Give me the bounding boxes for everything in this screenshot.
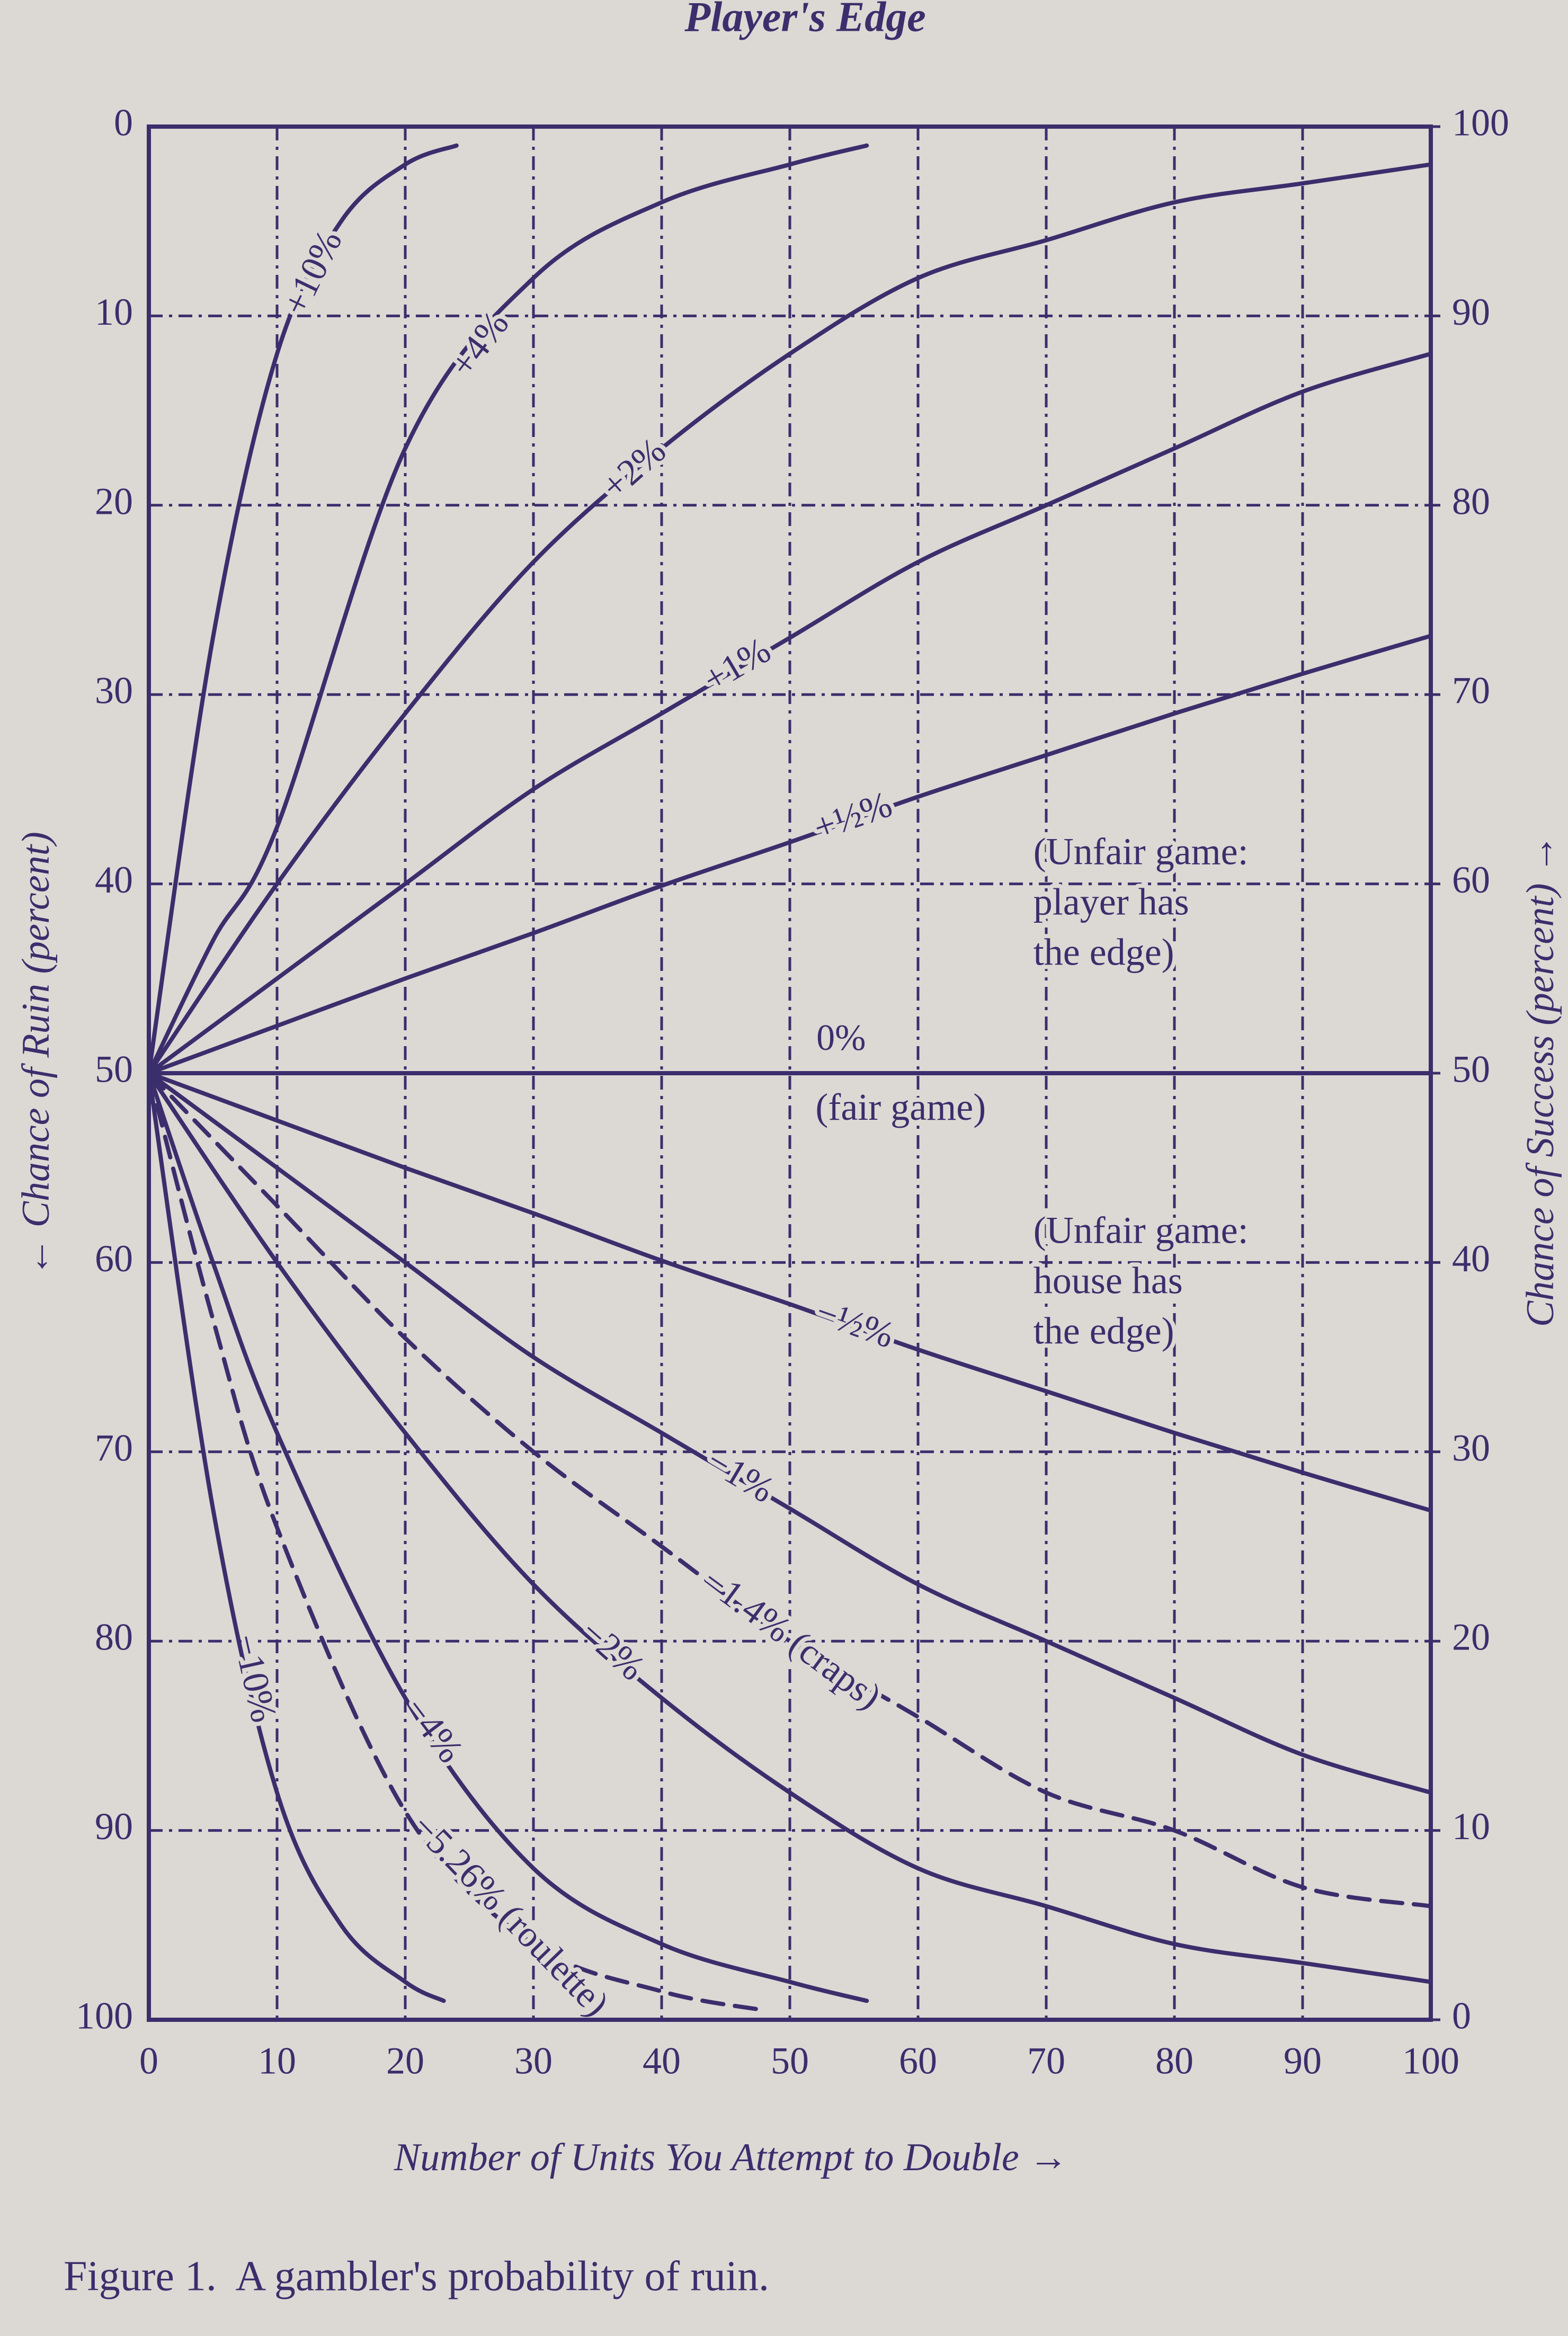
x-tick-label: 60 (899, 2040, 937, 2082)
curves (147, 143, 1433, 2013)
curve-label: +10% (275, 224, 350, 322)
curve (147, 1071, 1433, 1795)
annotation: house has (1034, 1259, 1183, 1301)
grid (147, 125, 1432, 2021)
y-tick-label: 30 (95, 670, 133, 712)
curve-label: −5.26% (roulette) (404, 1806, 617, 2025)
y-tick-label: 90 (95, 1805, 133, 1848)
x-tick-label: 10 (258, 2040, 296, 2082)
curve (147, 1071, 869, 2003)
caption: Figure 1. A gambler's probability of rui… (64, 2253, 769, 2299)
curve (147, 634, 1433, 1075)
x-tick-label: 80 (1155, 2040, 1193, 2082)
y2-axis-title: Chance of Success (percent) → (1519, 834, 1562, 1327)
curve-label: +½% (808, 784, 897, 849)
y2-tick-label: 10 (1452, 1805, 1490, 1848)
y2-tick-label: 60 (1452, 859, 1490, 901)
annotation: the edge) (1034, 931, 1174, 974)
y-tick-label: 50 (95, 1048, 133, 1091)
y-tick-label: 40 (95, 859, 133, 901)
curve (147, 162, 1433, 1075)
curve-label: −10% (225, 1630, 284, 1726)
curve-label: −2% (573, 1611, 652, 1689)
y2-tick-label: 80 (1452, 480, 1490, 522)
curve-label: −1.4% (craps) (695, 1559, 888, 1717)
y2-tick-label: 70 (1452, 670, 1490, 712)
plot-frame (147, 124, 1433, 2022)
y-tick-label: 0 (114, 102, 133, 144)
y2-tick-label: 100 (1452, 102, 1509, 144)
curve (147, 1071, 767, 2013)
x-tick-label: 20 (386, 2040, 424, 2082)
curve-label: 0% (816, 1018, 866, 1058)
x-tick-label: 70 (1027, 2040, 1065, 2082)
y2-tick-label: 90 (1452, 291, 1490, 333)
curve (147, 143, 869, 1075)
curve (147, 1071, 1433, 1513)
curve (147, 351, 1433, 1075)
annotation: the edge) (1034, 1309, 1174, 1352)
y-tick-label: 70 (95, 1426, 133, 1469)
curve-label: +1% (696, 630, 778, 701)
x-tick-label: 0 (139, 2040, 158, 2082)
x-tick-label: 50 (771, 2040, 809, 2082)
annotation: (Unfair game: (1034, 831, 1249, 873)
y2-tick-label: 20 (1452, 1616, 1490, 1659)
annotation: (fair game) (815, 1086, 986, 1128)
y2-tick-label: 30 (1452, 1426, 1490, 1469)
y-tick-label: 100 (76, 1995, 133, 2037)
y-tick-label: 80 (95, 1616, 133, 1659)
x-axis-title: Number of Units You Attempt to Double → (394, 2136, 1068, 2179)
curve (147, 1071, 446, 2003)
y-tick-label: 60 (95, 1237, 133, 1280)
y-axis-title: ← Chance of Ruin (percent) (14, 832, 58, 1277)
curve-label: −1% (700, 1440, 781, 1511)
x-tick-label: 100 (1402, 2040, 1459, 2082)
curve-label: −½% (810, 1291, 899, 1356)
annotation: (Unfair game: (1034, 1209, 1249, 1251)
annotation: player has (1034, 881, 1189, 923)
y-tick-label: 20 (95, 480, 133, 522)
x-tick-label: 40 (643, 2040, 681, 2082)
y2-tick-label: 50 (1452, 1048, 1490, 1091)
curve (147, 1071, 1433, 1984)
y-tick-label: 10 (95, 291, 133, 333)
y2-tick-label: 40 (1452, 1237, 1490, 1280)
curve (147, 143, 459, 1075)
y2-tick-label: 0 (1452, 1995, 1471, 2037)
curve (147, 1071, 1433, 1909)
chart-title: Player's Edge (684, 0, 925, 40)
x-tick-label: 30 (514, 2040, 553, 2082)
x-tick-label: 90 (1284, 2040, 1322, 2082)
